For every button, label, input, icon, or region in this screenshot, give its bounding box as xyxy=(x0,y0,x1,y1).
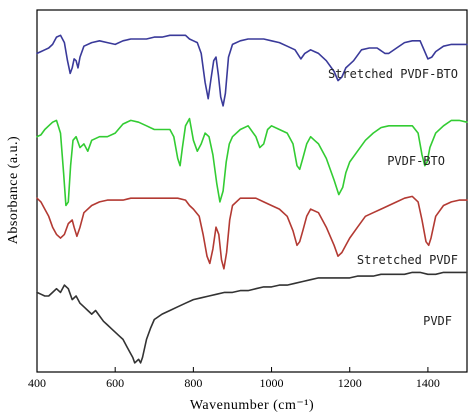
x-tick-label-1400: 1400 xyxy=(416,376,440,390)
x-axis-ticks: 400 600 800 1000 1200 1400 xyxy=(28,367,440,390)
series-label-pvdf: PVDF xyxy=(423,314,452,328)
x-tick-label-800: 800 xyxy=(184,376,202,390)
x-axis-title: Wavenumber (cm⁻¹) xyxy=(190,398,314,413)
series-line-stretched-pvdf xyxy=(36,195,468,270)
plot-frame xyxy=(36,9,468,373)
series-line-pvdf-bto xyxy=(36,117,468,207)
x-tick-label-1200: 1200 xyxy=(338,376,362,390)
x-tick-label-400: 400 xyxy=(28,376,46,390)
y-axis-title: Absorbance (a.u.) xyxy=(6,136,21,244)
series-group xyxy=(36,34,468,364)
series-label-stretched-pvdf-bto: Stretched PVDF-BTO xyxy=(328,67,458,81)
series-label-pvdf-bto: PVDF-BTO xyxy=(387,154,445,168)
x-tick-label-600: 600 xyxy=(106,376,124,390)
series-labels: Stretched PVDF-BTO PVDF-BTO Stretched PVDF… xyxy=(328,67,458,328)
x-tick-label-1000: 1000 xyxy=(260,376,284,390)
series-label-stretched-pvdf: Stretched PVDF xyxy=(357,253,458,267)
series-line-stretched-pvdf-bto xyxy=(36,34,468,107)
series-line-pvdf xyxy=(36,271,468,364)
